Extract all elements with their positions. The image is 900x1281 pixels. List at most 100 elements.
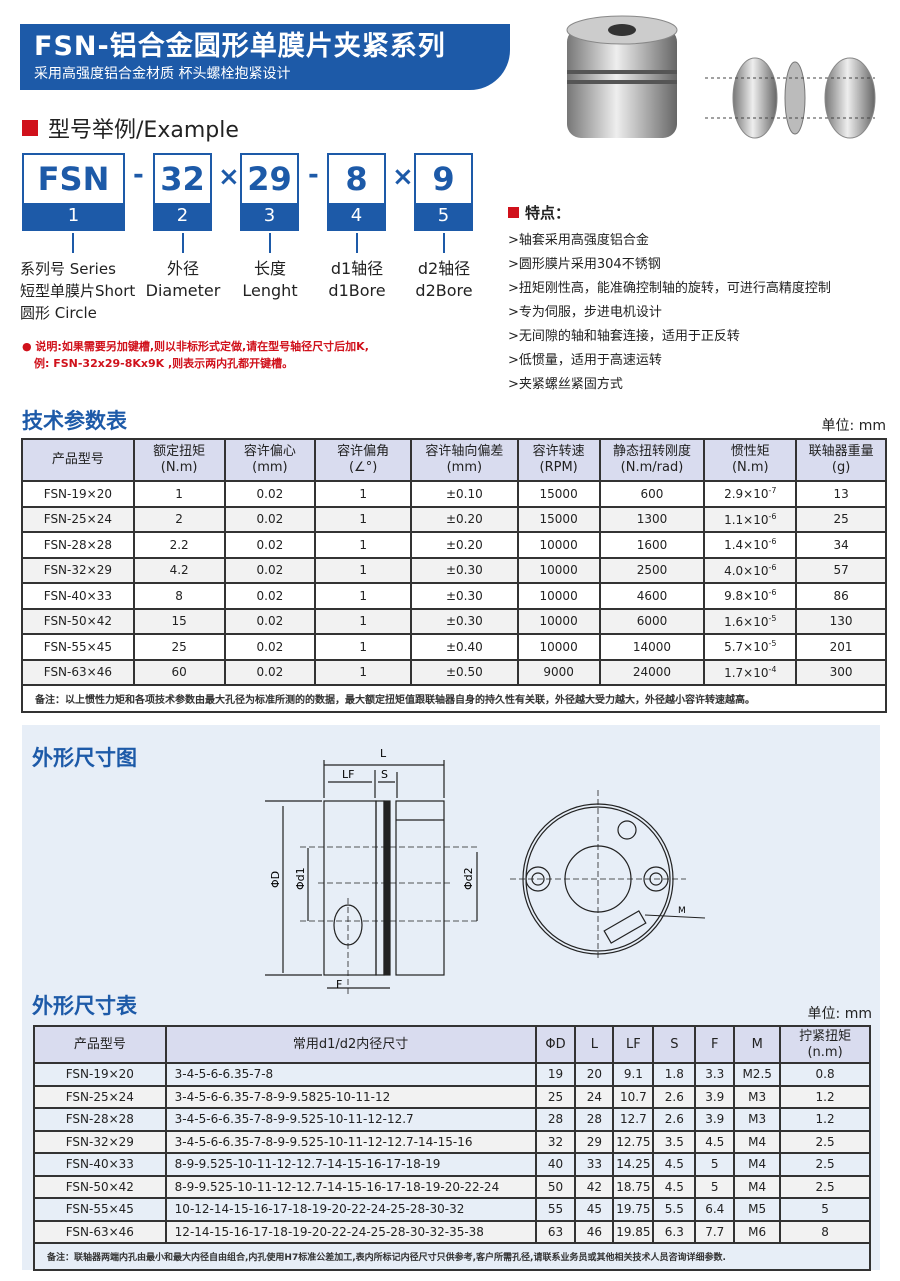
- connector-line: [356, 233, 358, 253]
- table-cell: FSN-55×45: [33, 1197, 167, 1222]
- table-cell: 0.8: [779, 1062, 871, 1087]
- table-cell: FSN-25×24: [21, 505, 135, 533]
- table-cell: 130: [795, 607, 887, 635]
- header-unit: (RPM): [539, 460, 578, 475]
- table-row: FSN-28×28 3-4-5-6-6.35-7-8-9-9.525-10-11-…: [33, 1107, 871, 1132]
- table-cell: 2.6: [652, 1084, 697, 1109]
- table-cell: 2.6: [652, 1107, 697, 1132]
- column-header: LF: [612, 1025, 655, 1064]
- part-label-d1: d1轴径 d1Bore: [328, 259, 386, 300]
- table-cell: 3.5: [652, 1129, 697, 1154]
- table-cell: 1: [132, 480, 226, 508]
- table-cell: 3-4-5-6-6.35-7-8: [164, 1062, 537, 1087]
- inertia-base: 4.0×10: [724, 563, 769, 578]
- table-cell: 1: [314, 582, 412, 610]
- table-note-row: 备注：联轴器两端内孔由最小和最大内径自由组合,内孔使用H7标准公差加工,表内所标…: [33, 1242, 871, 1271]
- table-cell: 6000: [598, 607, 706, 635]
- table-cell: FSN-19×20: [21, 480, 135, 508]
- table-cell: 15000: [516, 480, 601, 508]
- table-cell: 4.2: [132, 556, 226, 584]
- table-cell: FSN-25×24: [33, 1084, 167, 1109]
- table-cell: M3: [733, 1084, 782, 1109]
- connector-line: [269, 233, 271, 253]
- table-cell: 10.7: [612, 1084, 655, 1109]
- inertia-exponent: -6: [768, 588, 777, 598]
- header-text: 额定扭矩: [153, 444, 206, 459]
- part-index: 2: [155, 203, 210, 229]
- product-photo: [566, 15, 876, 139]
- table-cell: ±0.20: [410, 505, 519, 533]
- red-square-icon: [508, 207, 519, 218]
- inertia-cell: 1.7×10-4: [703, 658, 798, 686]
- table-cell: 55: [534, 1197, 577, 1222]
- table-cell: M6: [733, 1219, 782, 1244]
- table-cell: 0.02: [223, 531, 317, 559]
- table-cell: 8: [779, 1219, 871, 1244]
- dimension-drawing: L LF S ΦD Φd1 Φd2 F M: [265, 747, 706, 995]
- table-row: FSN-63×46 12-14-15-16-17-18-19-20-22-24-2…: [33, 1219, 871, 1244]
- table-cell: 1.8: [652, 1062, 697, 1087]
- header-unit: (N.m): [160, 460, 198, 475]
- table-cell: 1600: [598, 531, 706, 559]
- column-header: 常用d1/d2内径尺寸: [164, 1025, 537, 1064]
- column-header: 静态扭转刚度 (N.m/rad): [598, 438, 706, 482]
- table-cell: 10000: [516, 607, 601, 635]
- part-index: 5: [416, 203, 471, 229]
- table-cell: 33: [574, 1152, 615, 1177]
- table-cell: ±0.40: [410, 633, 519, 661]
- table-cell: 24: [574, 1084, 615, 1109]
- table-cell: 0.02: [223, 607, 317, 635]
- table-cell: 8-9-9.525-10-11-12-12.7-14-15-16-17-18-1…: [164, 1152, 537, 1177]
- table-cell: 10000: [516, 633, 601, 661]
- separator: -: [133, 160, 144, 190]
- table-cell: ±0.30: [410, 607, 519, 635]
- separator: ×: [392, 162, 414, 192]
- feature-item: >无间隙的轴和轴套连接，适用于正反转: [508, 329, 740, 344]
- table-cell: 0.02: [223, 480, 317, 508]
- features-heading: 特点：: [525, 204, 571, 222]
- table-cell: 1: [314, 658, 412, 686]
- table-cell: 0.02: [223, 505, 317, 533]
- table-cell: 32: [534, 1129, 577, 1154]
- table-cell: 300: [795, 658, 887, 686]
- dimensions-table: 产品型号 常用d1/d2内径尺寸 ΦD L LF S F M 拧紧扭矩 (n.m) FSN-19…: [33, 1025, 871, 1271]
- red-square-icon: [22, 120, 38, 136]
- feature-item: >扭矩刚性高，能准确控制轴的旋转，可进行高精度控制: [508, 281, 831, 296]
- table-cell: M5: [733, 1197, 782, 1222]
- table-cell: 600: [598, 480, 706, 508]
- table-cell: 46: [574, 1219, 615, 1244]
- header-unit: (∠°): [348, 460, 378, 475]
- table-cell: FSN-28×28: [21, 531, 135, 559]
- table-cell: 201: [795, 633, 887, 661]
- page-subtitle: 采用高强度铝合金材质 杯头螺栓抱紧设计: [34, 66, 291, 82]
- table-cell: 14.25: [612, 1152, 655, 1177]
- table-cell: 15000: [516, 505, 601, 533]
- inertia-exponent: -6: [768, 511, 777, 521]
- table-row: FSN-63×46 60 0.02 1 ±0.50 9000 24000 1.7×10-4 30…: [21, 658, 887, 686]
- column-header: ΦD: [534, 1025, 577, 1064]
- connector-line: [182, 233, 184, 253]
- inertia-exponent: -7: [768, 486, 777, 496]
- table-cell: 1: [314, 480, 412, 508]
- part-value: 8: [345, 160, 368, 198]
- table-cell: 19.85: [612, 1219, 655, 1244]
- inertia-cell: 5.7×10-5: [703, 633, 798, 661]
- table-cell: ±0.50: [410, 658, 519, 686]
- table-cell: 12-14-15-16-17-18-19-20-22-24-25-28-30-3…: [164, 1219, 537, 1244]
- table-cell: 25: [534, 1084, 577, 1109]
- table-cell: 1: [314, 531, 412, 559]
- table-cell: 8: [132, 582, 226, 610]
- table-cell: 6.3: [652, 1219, 697, 1244]
- table-cell: FSN-63×46: [21, 658, 135, 686]
- column-header: 惯性矩 (N.m): [703, 438, 798, 482]
- tech-table-title: 技术参数表: [22, 409, 127, 433]
- column-header: F: [694, 1025, 736, 1064]
- table-cell: 20: [574, 1062, 615, 1087]
- table-note-row: 备注：以上惯性力矩和各项技术参数由最大孔径为标准所测的的数据，最大额定扭矩值跟联…: [21, 684, 887, 713]
- example-heading: 型号举例/Example: [22, 112, 239, 144]
- table-cell: 0.02: [223, 556, 317, 584]
- table-cell: 10000: [516, 582, 601, 610]
- connector-line: [443, 233, 445, 253]
- table-cell: 4.5: [652, 1152, 697, 1177]
- table-cell: 57: [795, 556, 887, 584]
